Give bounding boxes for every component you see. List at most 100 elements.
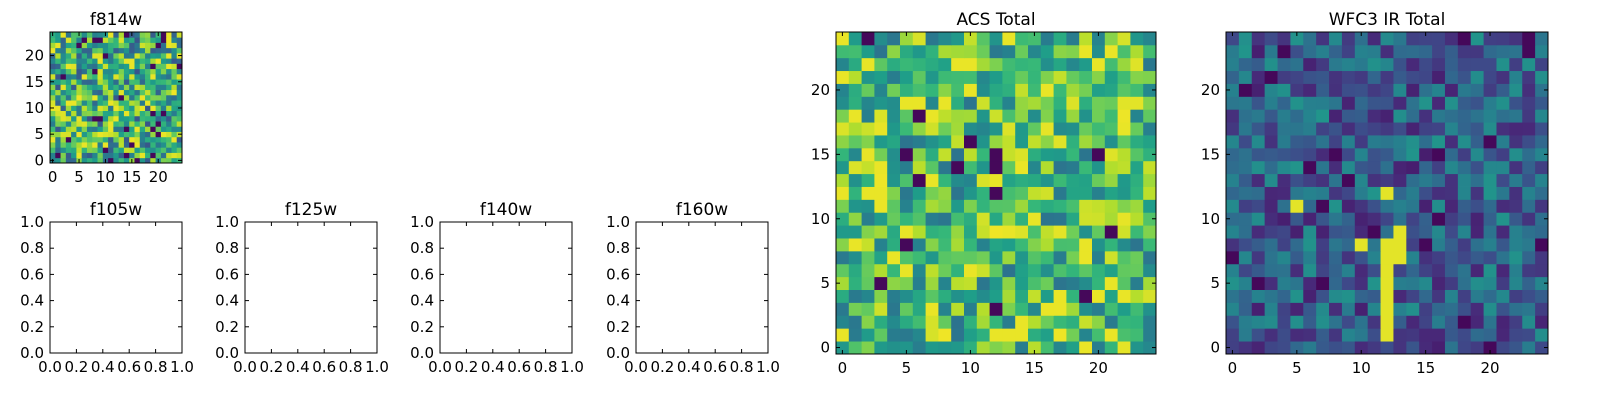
heatmap-cell (1117, 186, 1131, 200)
heatmap-cell (861, 83, 875, 97)
heatmap-cell (1406, 250, 1420, 265)
heatmap-cell (1354, 160, 1369, 175)
heatmap-cell (150, 37, 156, 43)
heatmap-cell (900, 302, 914, 316)
heatmap-cell (1130, 328, 1144, 342)
heatmap-cell (1226, 315, 1240, 329)
heatmap-cell (50, 100, 56, 106)
heatmap-cell (938, 276, 952, 290)
heatmap-cell (1329, 315, 1343, 329)
heatmap-cell (1290, 289, 1304, 303)
heatmap-cell (1226, 341, 1240, 355)
heatmap-cell (912, 328, 926, 342)
heatmap-cell (1303, 302, 1317, 316)
heatmap-cell (1509, 263, 1523, 278)
heatmap-cell (55, 136, 61, 143)
heatmap-cell (155, 37, 162, 43)
heatmap-cell (1277, 199, 1291, 213)
heatmap-cell (1393, 315, 1407, 329)
heatmap-cell (171, 121, 178, 127)
heatmap-cell (1496, 57, 1510, 72)
heatmap-cell (155, 63, 162, 70)
heatmap-cell (989, 57, 1003, 72)
heatmap-cell (900, 147, 914, 162)
heatmap-cell (1329, 70, 1343, 84)
heatmap-cell (912, 57, 926, 72)
x-tick-label: 0.2 (650, 358, 674, 376)
heatmap-cell (848, 263, 862, 278)
heatmap-cell (97, 136, 104, 143)
heatmap-cell (1380, 83, 1394, 97)
heatmap-cell (1226, 276, 1240, 290)
heatmap-cell (1483, 199, 1497, 213)
heatmap-cell (1341, 109, 1356, 123)
heatmap-cell (951, 315, 965, 329)
heatmap-cell (1092, 135, 1106, 149)
axes-frame (635, 221, 769, 354)
heatmap-cell (1329, 225, 1343, 239)
heatmap-cell (1496, 263, 1510, 278)
heatmap-cell (1354, 44, 1369, 59)
heatmap-cell (1432, 302, 1446, 316)
heatmap-cell (1496, 315, 1510, 329)
y-tick-label: 20 (25, 47, 44, 65)
heatmap-cell (1104, 289, 1118, 303)
heatmap-cell (964, 250, 978, 265)
heatmap-cell (139, 100, 146, 106)
heatmap-cell (129, 136, 135, 143)
heatmap-cell (176, 37, 183, 43)
heatmap-cell (1079, 160, 1093, 175)
heatmap-cell (150, 32, 156, 38)
heatmap-cell (989, 173, 1003, 187)
heatmap-cell (76, 63, 83, 70)
heatmap-cell (1457, 328, 1472, 342)
y-tick-label: 0.6 (20, 265, 44, 283)
heatmap-cell (1040, 250, 1054, 265)
heatmap-cell (1002, 250, 1016, 265)
heatmap-cell (160, 115, 167, 122)
heatmap-cell (1290, 122, 1304, 136)
heatmap-cell (1483, 57, 1497, 72)
heatmap-cell (1303, 147, 1317, 162)
heatmap-cell (1444, 109, 1459, 123)
heatmap-cell (1470, 302, 1484, 316)
heatmap-cell (1522, 212, 1536, 226)
heatmap-cell (60, 126, 67, 132)
heatmap-cell (1066, 83, 1080, 97)
y-tick-label: 0.2 (410, 318, 434, 336)
heatmap-cell (176, 89, 183, 96)
heatmap-cell (1496, 225, 1510, 239)
heatmap-cell (1483, 96, 1497, 110)
heatmap-cell (1117, 70, 1131, 84)
heatmap-cell (1226, 199, 1240, 213)
heatmap-cell (874, 70, 888, 84)
heatmap-cell (60, 147, 67, 153)
heatmap-cell (108, 37, 114, 43)
heatmap-cell (1104, 135, 1118, 149)
heatmap-cell (964, 173, 978, 187)
heatmap-cell (1535, 147, 1549, 162)
heatmap-cell (1367, 263, 1381, 278)
heatmap-cell (964, 70, 978, 84)
x-tick-label: 0.6 (507, 358, 531, 376)
heatmap-cell (1457, 173, 1472, 187)
heatmap-cell (86, 142, 93, 148)
heatmap-cell (1380, 328, 1394, 342)
heatmap-cell (50, 110, 56, 117)
heatmap-cell (113, 126, 120, 132)
heatmap-cell (71, 52, 77, 59)
heatmap-cell (1393, 70, 1407, 84)
heatmap-cell (1040, 135, 1054, 149)
heatmap-cell (155, 89, 162, 96)
heatmap-cell (160, 121, 167, 127)
heatmap-cell (861, 212, 875, 226)
heatmap-cell (113, 89, 120, 96)
heatmap-cell (1316, 109, 1330, 123)
heatmap-cell (65, 115, 72, 122)
heatmap-cell (938, 315, 952, 329)
y-tick-label: 0.4 (606, 292, 630, 310)
heatmap-cell (160, 89, 167, 96)
heatmap-cell (160, 42, 167, 49)
heatmap-cell (150, 147, 156, 153)
heatmap-cell (50, 37, 56, 43)
